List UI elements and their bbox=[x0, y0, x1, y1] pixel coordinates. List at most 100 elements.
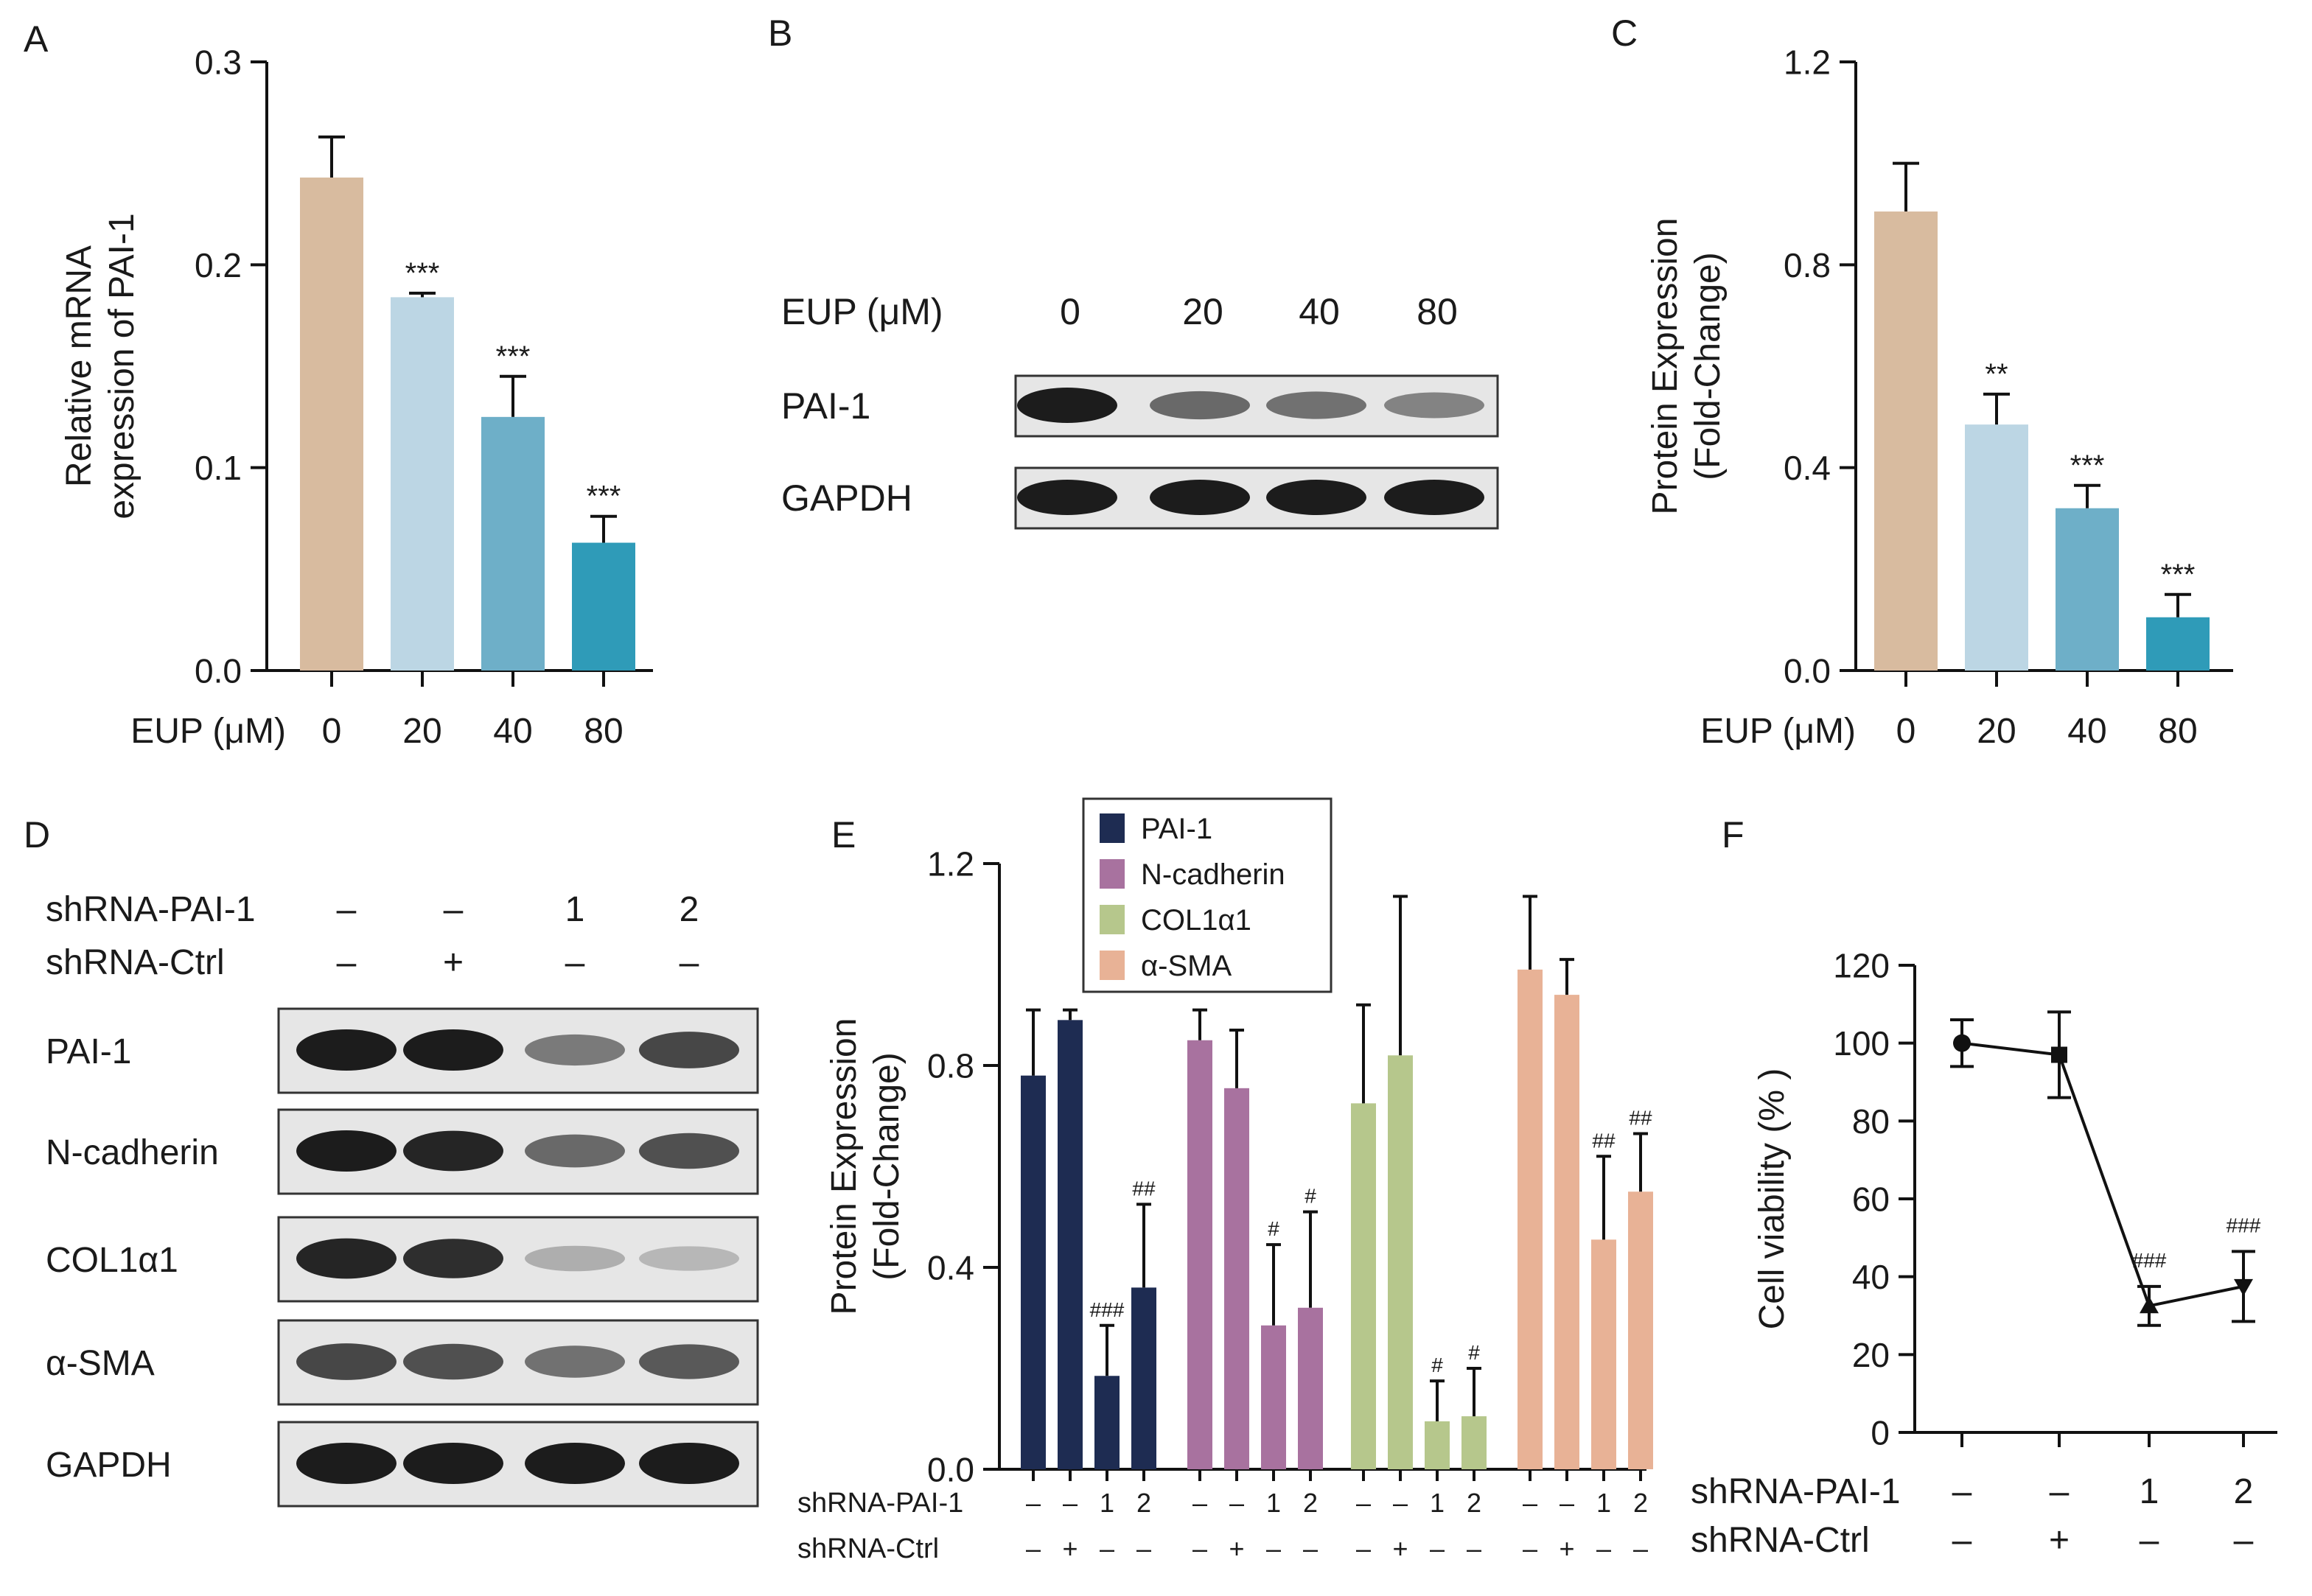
blot-d-condition-value: 1 bbox=[565, 890, 585, 929]
f-condition-value: 2 bbox=[2234, 1472, 2254, 1511]
e-bar-3-1 bbox=[1351, 1103, 1376, 1469]
blot-b-lane-label: 0 bbox=[1060, 291, 1080, 332]
e-y-tick-label: 0.0 bbox=[927, 1451, 974, 1489]
e-condition-value: – bbox=[1192, 1488, 1207, 1518]
c-x-tick-label: 80 bbox=[2158, 712, 2197, 751]
e-legend-swatch-3 bbox=[1100, 905, 1125, 934]
a-significance-label: *** bbox=[587, 480, 621, 513]
f-condition-value: – bbox=[2234, 1521, 2254, 1560]
blot-b-lane-label: 20 bbox=[1182, 291, 1223, 332]
f-marker-triangle-up bbox=[2140, 1296, 2159, 1314]
e-condition-value: – bbox=[1229, 1488, 1244, 1518]
blot-d-band bbox=[296, 1130, 397, 1172]
panel-label-b: B bbox=[768, 13, 792, 54]
e-bar-2-2 bbox=[1224, 1088, 1249, 1469]
blot-d-row-label: N-cadherin bbox=[46, 1133, 219, 1172]
f-significance-label: ### bbox=[2227, 1214, 2261, 1236]
chart-c-protein-expression: 0.0 0.4 0.8 1.2 0 ** 20 *** 40 *** 80 EUP (μM) Prote… bbox=[1646, 43, 2233, 751]
e-condition-value: – bbox=[1100, 1533, 1114, 1564]
e-y-tick-label: 0.8 bbox=[927, 1047, 974, 1085]
e-condition-value: – bbox=[1467, 1533, 1481, 1564]
c-x-axis-label: EUP (μM) bbox=[1700, 712, 1856, 751]
e-condition-value: 2 bbox=[1633, 1488, 1648, 1518]
blot-d-condition-label: shRNA-PAI-1 bbox=[46, 890, 256, 929]
f-condition-value: 1 bbox=[2140, 1472, 2159, 1511]
panel-label-d: D bbox=[24, 814, 50, 855]
a-y-axis-label-line: Relative mRNA bbox=[60, 245, 99, 487]
e-condition-value: – bbox=[1523, 1533, 1537, 1564]
blot-d-band bbox=[525, 1134, 625, 1168]
blot-d-band bbox=[403, 1343, 503, 1380]
c-bar-80 bbox=[2146, 617, 2210, 671]
f-y-tick-label: 100 bbox=[1833, 1024, 1890, 1063]
blot-d-row-label: COL1α1 bbox=[46, 1241, 178, 1280]
a-bar-20 bbox=[391, 297, 454, 671]
blot-d-condition-value: – bbox=[337, 943, 357, 982]
e-condition-value: 1 bbox=[1430, 1488, 1445, 1518]
blot-d-row-label: PAI-1 bbox=[46, 1032, 131, 1071]
e-condition-value: 2 bbox=[1303, 1488, 1318, 1518]
c-significance-label: ** bbox=[1985, 358, 2008, 391]
e-condition-value: – bbox=[1026, 1488, 1041, 1518]
panel-label-f: F bbox=[1722, 814, 1745, 855]
e-bar-2-4 bbox=[1298, 1307, 1323, 1469]
f-y-axis-label-line: Cell viability (% ) bbox=[1753, 1068, 1792, 1330]
blot-d-band bbox=[639, 1032, 739, 1068]
a-y-tick-label: 0.3 bbox=[195, 43, 242, 82]
a-bar-40 bbox=[481, 416, 545, 671]
e-condition-value: – bbox=[1026, 1533, 1041, 1564]
e-condition-value: – bbox=[1523, 1488, 1537, 1518]
e-legend-swatch-2 bbox=[1100, 859, 1125, 889]
e-bar-2-3 bbox=[1261, 1325, 1286, 1469]
e-significance-label: # bbox=[1431, 1354, 1443, 1376]
a-x-tick-label: 80 bbox=[584, 712, 623, 751]
f-condition-label: shRNA-Ctrl bbox=[1691, 1521, 1870, 1560]
blot-b-header-label: EUP (μM) bbox=[781, 291, 943, 332]
e-condition-label: shRNA-PAI-1 bbox=[797, 1488, 963, 1519]
e-bar-3-2 bbox=[1388, 1055, 1413, 1469]
panel-label-e: E bbox=[831, 814, 856, 855]
a-y-tick-label: 0.1 bbox=[195, 449, 242, 487]
blot-d-band bbox=[403, 1443, 503, 1484]
e-significance-label: ## bbox=[1629, 1106, 1652, 1129]
e-legend-label-4: α-SMA bbox=[1141, 950, 1232, 982]
e-bar-3-4 bbox=[1461, 1416, 1487, 1469]
c-x-tick-label: 20 bbox=[1977, 712, 2016, 751]
a-bar-0 bbox=[300, 177, 363, 671]
e-condition-value: + bbox=[1229, 1533, 1244, 1564]
e-condition-value: 2 bbox=[1467, 1488, 1481, 1518]
e-bar-2-1 bbox=[1187, 1040, 1212, 1469]
blot-b-band bbox=[1384, 392, 1484, 419]
e-condition-value: – bbox=[1063, 1488, 1078, 1518]
c-y-axis-label-line: (Fold-Change) bbox=[1688, 252, 1728, 480]
western-blot-b: EUP (μM) 0 20 40 80 PAI-1 GAPDH bbox=[781, 291, 1499, 530]
blot-b-band bbox=[1150, 480, 1250, 515]
blot-d-band bbox=[403, 1029, 503, 1071]
blot-d-band bbox=[403, 1239, 503, 1278]
e-bar-1-4 bbox=[1131, 1287, 1156, 1469]
f-condition-value: – bbox=[1952, 1521, 1972, 1560]
blot-d-condition-value: – bbox=[337, 890, 357, 929]
blot-d-condition-value: – bbox=[565, 943, 585, 982]
a-y-tick-label: 0.2 bbox=[195, 246, 242, 284]
blot-b-band bbox=[1017, 480, 1117, 515]
e-significance-label: ### bbox=[1090, 1298, 1125, 1321]
a-x-tick-label: 0 bbox=[322, 712, 342, 751]
blot-b-row-label: PAI-1 bbox=[781, 385, 870, 427]
e-significance-label: # bbox=[1468, 1341, 1480, 1364]
blot-b-band bbox=[1266, 480, 1366, 515]
e-condition-value: – bbox=[1356, 1488, 1371, 1518]
blot-b-band bbox=[1266, 391, 1366, 419]
e-bar-4-3 bbox=[1591, 1239, 1616, 1469]
e-bar-3-3 bbox=[1425, 1421, 1450, 1469]
e-legend-label-2: N-cadherin bbox=[1141, 858, 1285, 891]
a-significance-label: *** bbox=[496, 340, 531, 373]
c-y-axis-label: Protein Expression(Fold-Change) bbox=[1646, 218, 1728, 515]
blot-d-condition-value: 2 bbox=[680, 890, 699, 929]
e-legend-label-3: COL1α1 bbox=[1141, 904, 1251, 937]
c-y-axis-label-line: Protein Expression bbox=[1646, 218, 1685, 515]
e-condition-value: – bbox=[1393, 1488, 1408, 1518]
f-y-tick-label: 20 bbox=[1852, 1336, 1890, 1374]
f-y-tick-label: 120 bbox=[1833, 947, 1890, 985]
